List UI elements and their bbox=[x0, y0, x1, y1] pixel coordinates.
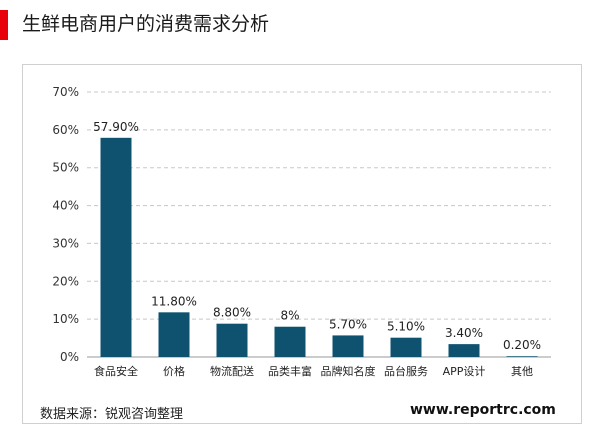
bar bbox=[332, 335, 364, 357]
data-label: 57.90% bbox=[93, 120, 139, 134]
website-watermark: www.reportrc.com bbox=[410, 402, 556, 418]
page-title: 生鲜电商用户的消费需求分析 bbox=[22, 13, 270, 35]
x-tick-label: 食品安全 bbox=[94, 364, 138, 378]
y-tick-label: 20% bbox=[52, 274, 79, 288]
y-tick-label: 30% bbox=[52, 236, 79, 250]
x-tick-label: 物流配送 bbox=[210, 364, 254, 378]
y-tick-label: 40% bbox=[52, 199, 79, 213]
bar bbox=[158, 312, 190, 357]
data-label: 11.80% bbox=[151, 294, 197, 308]
bar bbox=[100, 137, 132, 357]
x-tick-label: APP设计 bbox=[443, 365, 486, 378]
data-label: 3.40% bbox=[445, 326, 483, 340]
y-tick-label: 0% bbox=[60, 350, 79, 364]
y-tick-label: 60% bbox=[52, 123, 79, 137]
y-tick-label: 10% bbox=[52, 312, 79, 326]
data-label: 8.80% bbox=[213, 306, 251, 320]
data-label: 0.20% bbox=[503, 338, 541, 352]
bar bbox=[216, 323, 248, 357]
bar bbox=[448, 344, 480, 357]
y-tick-label: 50% bbox=[52, 161, 79, 175]
x-tick-label: 品台服务 bbox=[384, 364, 428, 378]
bar bbox=[506, 356, 538, 357]
chart-frame: 0% 10% 20% 30% 40% 50% 60% 70% 57.90% 食品安全 11.80% 价… bbox=[22, 64, 582, 424]
x-tick-label: 其他 bbox=[511, 365, 533, 378]
x-tick-label: 品类丰富 bbox=[268, 364, 312, 378]
title-accent-bar bbox=[0, 10, 8, 40]
bar-chart: 0% 10% 20% 30% 40% 50% 60% 70% 57.90% 食品安全 11.80% 价… bbox=[52, 85, 551, 378]
data-label: 8% bbox=[280, 309, 299, 323]
bar bbox=[390, 337, 422, 357]
bar bbox=[274, 326, 306, 357]
x-tick-label: 品牌知名度 bbox=[321, 364, 376, 378]
title-bar: 生鲜电商用户的消费需求分析 bbox=[0, 0, 600, 46]
data-source: 数据来源：锐观咨询整理 bbox=[40, 407, 184, 422]
data-label: 5.70% bbox=[329, 317, 367, 331]
y-tick-label: 70% bbox=[52, 85, 79, 99]
data-label: 5.10% bbox=[387, 320, 425, 334]
x-tick-label: 价格 bbox=[163, 364, 185, 378]
